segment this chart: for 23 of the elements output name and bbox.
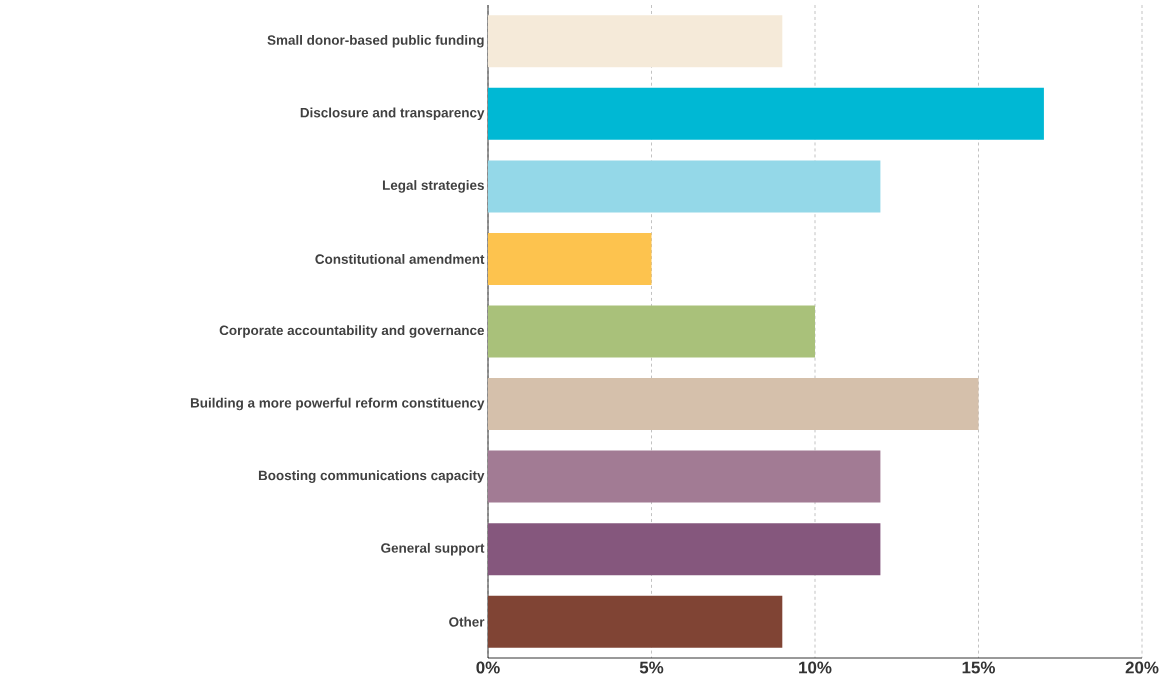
- x-tick-label: 0%: [476, 661, 500, 674]
- bar: [488, 450, 881, 503]
- bar: [488, 523, 881, 576]
- y-tick-label: Corporate accountability and governance: [219, 325, 485, 338]
- y-tick-label: Other: [449, 616, 485, 627]
- y-tick-label: Disclosure and transparency: [300, 107, 485, 121]
- x-tick-label: 20%: [1125, 661, 1159, 674]
- bar: [488, 378, 979, 431]
- x-tick-label: 5%: [639, 661, 664, 674]
- bar: [488, 15, 783, 68]
- y-tick-label: General support: [381, 542, 485, 556]
- bar: [488, 232, 652, 285]
- bar: [488, 305, 816, 358]
- y-tick-label: Building a more powerful reform constituency: [190, 397, 485, 411]
- y-tick-label: Boosting communications capacity: [258, 470, 485, 483]
- x-tick-label: 15%: [962, 661, 995, 674]
- bar: [488, 87, 1044, 140]
- y-tick-label: Small donor-based public funding: [267, 34, 484, 48]
- y-tick-label: Constitutional amendment: [315, 254, 485, 264]
- bar: [488, 160, 881, 213]
- bar: [488, 595, 783, 648]
- x-tick-label: 10%: [799, 661, 832, 674]
- y-tick-label: Legal strategies: [382, 180, 484, 193]
